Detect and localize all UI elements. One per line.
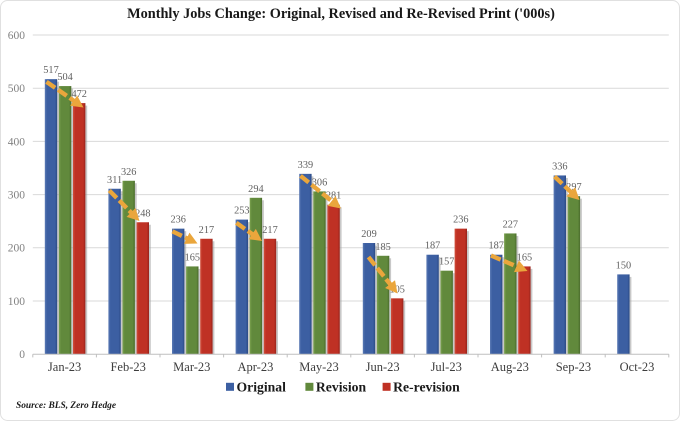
svg-text:185: 185 [375,242,390,253]
svg-text:Oct-23: Oct-23 [620,360,655,374]
svg-text:209: 209 [361,229,376,240]
svg-text:165: 165 [517,252,532,263]
svg-text:217: 217 [262,225,277,236]
svg-text:Re-revision: Re-revision [393,379,460,394]
svg-text:Monthly Jobs Change: Original,: Monthly Jobs Change: Original, Revised a… [127,6,555,22]
svg-text:Jul-23: Jul-23 [431,360,462,374]
svg-text:248: 248 [135,208,150,219]
svg-text:100: 100 [8,296,26,308]
svg-text:150: 150 [616,260,631,271]
svg-text:311: 311 [107,175,122,186]
svg-text:297: 297 [566,182,581,193]
svg-text:336: 336 [552,161,567,172]
svg-text:600: 600 [8,30,26,42]
svg-text:0: 0 [19,349,25,361]
svg-text:306: 306 [312,177,327,188]
svg-text:500: 500 [8,83,26,95]
svg-text:165: 165 [185,252,200,263]
svg-text:227: 227 [503,219,518,230]
svg-text:Apr-23: Apr-23 [237,360,273,374]
svg-text:157: 157 [439,257,454,268]
svg-text:300: 300 [8,190,26,202]
svg-text:294: 294 [248,184,263,195]
svg-text:105: 105 [389,284,404,295]
svg-text:Aug-23: Aug-23 [491,360,529,374]
svg-text:Source: BLS, Zero Hedge: Source: BLS, Zero Hedge [16,401,116,411]
svg-text:281: 281 [326,191,341,202]
svg-text:Mar-23: Mar-23 [173,360,210,374]
svg-text:253: 253 [234,206,249,217]
svg-text:236: 236 [453,215,468,226]
svg-text:Revision: Revision [316,379,367,394]
svg-text:339: 339 [298,160,313,171]
svg-text:217: 217 [199,225,214,236]
svg-text:504: 504 [57,72,72,83]
svg-text:Sep-23: Sep-23 [556,360,591,374]
svg-text:400: 400 [8,136,26,148]
svg-text:Jun-23: Jun-23 [366,360,400,374]
svg-text:Original: Original [237,379,287,394]
svg-text:236: 236 [170,215,185,226]
svg-text:326: 326 [121,167,136,178]
svg-text:Feb-23: Feb-23 [110,360,145,374]
svg-text:187: 187 [488,241,503,252]
svg-text:187: 187 [425,241,440,252]
svg-text:472: 472 [71,89,86,100]
svg-text:200: 200 [8,243,26,255]
svg-text:517: 517 [43,65,58,76]
svg-text:Jan-23: Jan-23 [48,360,81,374]
svg-text:May-23: May-23 [299,360,339,374]
